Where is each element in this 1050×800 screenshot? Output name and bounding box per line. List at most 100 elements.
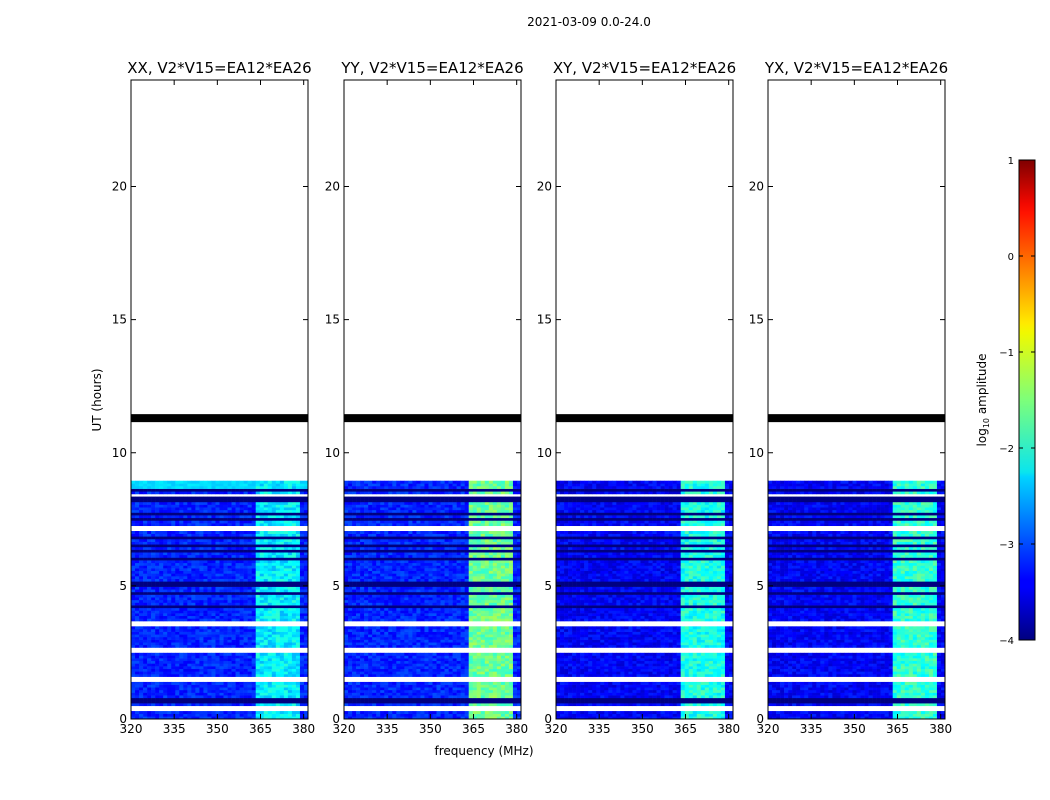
heatmap-cell — [291, 666, 297, 669]
heatmap-cell — [147, 533, 152, 537]
heatmap-cell — [191, 631, 196, 635]
heatmap-cell — [235, 605, 240, 609]
heatmap-cell — [131, 607, 136, 611]
heatmap-cell — [388, 697, 393, 701]
heatmap-cell — [135, 581, 140, 585]
heatmap-cell — [171, 573, 176, 577]
heatmap-cell — [436, 613, 441, 617]
heatmap-cell — [472, 644, 478, 648]
heatmap-cell — [215, 541, 220, 545]
heatmap-cell — [412, 634, 417, 638]
heatmap-cell — [187, 610, 192, 614]
heatmap-cell — [287, 549, 293, 553]
heatmap-cell — [223, 687, 228, 691]
heatmap-cell — [508, 673, 514, 677]
heatmap-cell — [440, 700, 445, 704]
heatmap-cell — [211, 570, 216, 574]
heatmap-cell — [376, 642, 381, 646]
heatmap-cell — [159, 658, 164, 662]
heatmap-cell — [199, 509, 204, 513]
heatmap-cell — [203, 594, 208, 598]
heatmap-cell — [183, 533, 188, 537]
heatmap-cell — [448, 716, 453, 720]
heatmap-cell — [219, 536, 224, 540]
heatmap-cell — [163, 605, 168, 609]
heatmap-cell — [135, 536, 140, 540]
heatmap-cell — [267, 703, 273, 707]
heatmap-cell — [175, 581, 180, 585]
heatmap-cell — [255, 501, 261, 505]
heatmap-cell — [271, 681, 277, 685]
heatmap-cell — [496, 660, 502, 664]
heatmap-cell — [171, 531, 176, 534]
heatmap-cell — [135, 568, 140, 572]
heatmap-cell — [392, 613, 397, 617]
heatmap-cell — [155, 605, 160, 609]
heatmap-cell — [135, 512, 140, 516]
heatmap-cell — [235, 634, 240, 638]
heatmap-cell — [191, 655, 196, 659]
heatmap-cell — [163, 703, 168, 707]
heatmap-cell — [131, 541, 136, 545]
heatmap-cell — [191, 512, 196, 516]
heatmap-cell — [199, 507, 204, 511]
heatmap-cell — [303, 700, 309, 704]
heatmap-cell — [303, 517, 309, 521]
heatmap-cell — [199, 554, 204, 558]
heatmap-cell — [344, 673, 349, 677]
heatmap-cell — [215, 668, 220, 672]
heatmap-cell — [191, 565, 196, 569]
heatmap-cell — [396, 666, 401, 669]
heatmap-cell — [211, 589, 216, 593]
heatmap-cell — [303, 644, 309, 648]
heatmap-cell — [251, 639, 256, 643]
heatmap-cell — [223, 544, 228, 548]
heatmap-cell — [139, 496, 144, 500]
heatmap-cell — [279, 689, 285, 693]
heatmap-cell — [147, 634, 152, 638]
heatmap-cell — [376, 689, 381, 693]
heatmap-cell — [299, 520, 305, 524]
heatmap-cell — [255, 602, 261, 606]
heatmap-cell — [255, 655, 261, 659]
heatmap-cell — [159, 663, 164, 667]
heatmap-cell — [159, 562, 164, 566]
heatmap-cell — [199, 578, 204, 582]
heatmap-cell — [275, 488, 281, 492]
heatmap-cell — [291, 568, 297, 572]
heatmap-cell — [484, 660, 490, 664]
heatmap-cell — [211, 594, 216, 598]
heatmap-cell — [283, 523, 289, 527]
heatmap-cell — [223, 618, 228, 622]
heatmap-cell — [291, 581, 297, 585]
heatmap-cell — [231, 570, 236, 574]
heatmap-cell — [163, 488, 168, 492]
heatmap-cell — [243, 687, 248, 691]
heatmap-cell — [295, 681, 301, 685]
heatmap-cell — [143, 496, 148, 500]
heatmap-cell — [283, 602, 289, 606]
heatmap-cell — [384, 692, 389, 696]
heatmap-cell — [287, 488, 293, 492]
heatmap-cell — [175, 673, 180, 677]
heatmap-cell — [472, 697, 478, 701]
heatmap-cell — [139, 636, 144, 640]
heatmap-cell — [472, 642, 478, 646]
heatmap-cell — [231, 523, 236, 527]
heatmap-cell — [275, 533, 281, 537]
heatmap-cell — [283, 554, 289, 558]
heatmap-cell — [167, 589, 172, 593]
heatmap-cell — [187, 655, 192, 659]
heatmap-cell — [299, 570, 305, 574]
heatmap-cell — [476, 655, 482, 659]
heatmap-cell — [155, 568, 160, 572]
heatmap-cell — [299, 541, 305, 545]
heatmap-cell — [372, 713, 377, 717]
heatmap-cell — [215, 684, 220, 688]
heatmap-cell — [448, 658, 453, 662]
heatmap-cell — [267, 583, 273, 587]
heatmap-cell — [299, 531, 305, 534]
heatmap-cell — [283, 713, 289, 717]
heatmap-cell — [492, 673, 498, 677]
heatmap-cell — [187, 480, 192, 484]
